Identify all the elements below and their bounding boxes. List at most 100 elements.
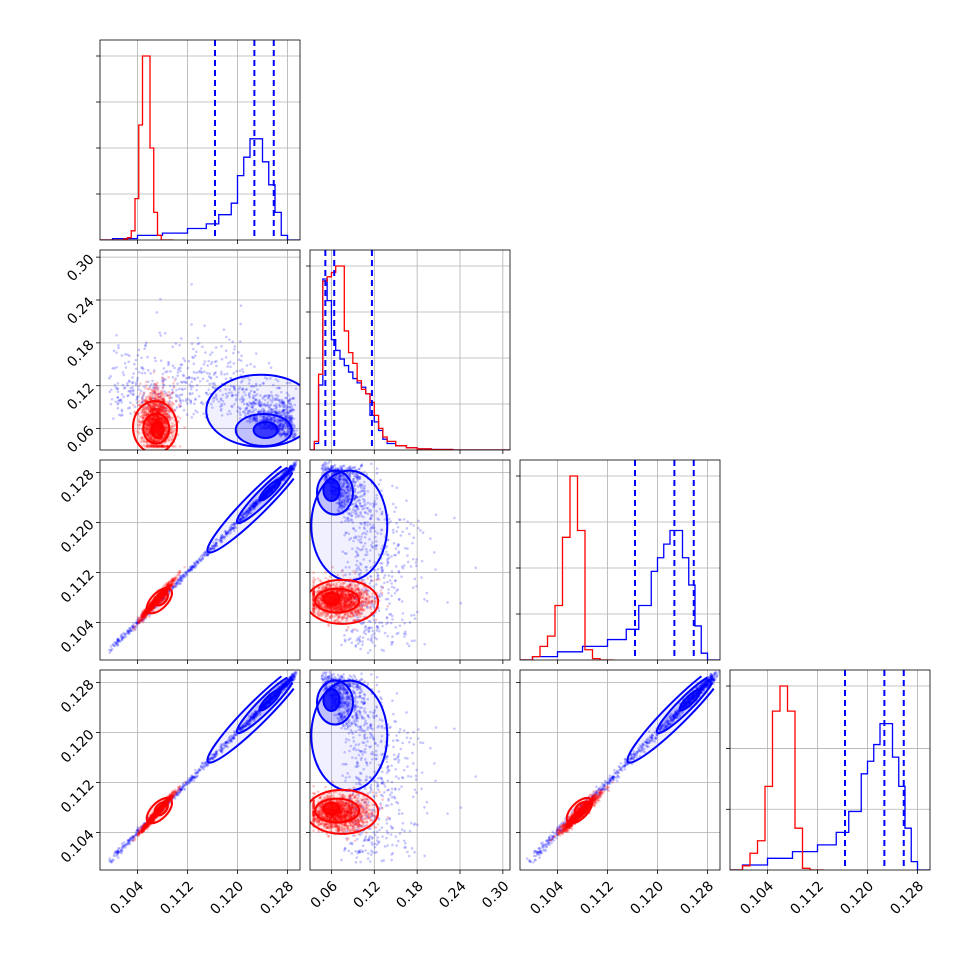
- scatter-point: [161, 406, 164, 410]
- scatter-point: [150, 398, 154, 401]
- scatter-point: [138, 420, 142, 424]
- scatter-point: [292, 423, 296, 427]
- scatter-point: [283, 432, 286, 436]
- scatter-point: [290, 468, 294, 471]
- scatter-point: [293, 462, 297, 466]
- scatter-point: [159, 405, 162, 409]
- scatter-point: [150, 445, 153, 448]
- scatter-point: [288, 466, 292, 470]
- scatter-point: [212, 397, 215, 400]
- scatter-point: [209, 362, 213, 366]
- scatter-point: [253, 504, 257, 508]
- scatter-point: [285, 472, 289, 476]
- scatter-point: [275, 419, 278, 422]
- scatter-point: [190, 376, 194, 380]
- scatter-point: [288, 416, 292, 420]
- scatter-point: [160, 416, 163, 419]
- scatter-point: [135, 398, 138, 401]
- scatter-point: [159, 394, 163, 398]
- scatter-point: [279, 399, 282, 402]
- scatter-point: [147, 421, 151, 425]
- scatter-point: [282, 474, 286, 478]
- scatter-point: [257, 501, 261, 505]
- scatter-point: [145, 431, 149, 434]
- scatter-point: [148, 397, 152, 401]
- scatter-point: [253, 402, 256, 406]
- scatter-point: [280, 398, 284, 402]
- scatter-point: [251, 504, 254, 508]
- scatter-point: [288, 470, 292, 474]
- scatter-point: [129, 389, 133, 393]
- scatter-point: [157, 386, 160, 389]
- scatter-point: [150, 407, 154, 410]
- scatter-point: [288, 415, 291, 418]
- scatter-point: [163, 413, 167, 416]
- scatter-point: [188, 392, 192, 395]
- scatter-point: [214, 541, 218, 545]
- scatter-point: [262, 414, 265, 418]
- scatter-point: [151, 379, 154, 383]
- scatter-point: [167, 439, 171, 442]
- scatter-point: [252, 385, 256, 388]
- scatter-point: [210, 360, 214, 364]
- scatter-point: [142, 416, 146, 420]
- scatter-point: [141, 394, 145, 397]
- scatter-point: [285, 391, 289, 395]
- scatter-point: [231, 527, 235, 531]
- scatter-point: [281, 400, 285, 404]
- scatter-point: [149, 404, 153, 408]
- scatter-point: [150, 407, 154, 411]
- scatter-point: [244, 408, 247, 412]
- scatter-point: [155, 311, 159, 314]
- scatter-point: [146, 424, 150, 428]
- scatter-point: [151, 414, 155, 418]
- scatter-point: [158, 438, 161, 442]
- scatter-point: [278, 412, 281, 416]
- scatter-point: [287, 402, 290, 405]
- scatter-point: [198, 379, 202, 383]
- scatter-point: [174, 393, 178, 397]
- scatter-point: [154, 418, 157, 422]
- scatter-point: [123, 632, 127, 636]
- scatter-point: [178, 396, 181, 400]
- scatter-point: [225, 532, 228, 536]
- scatter-point: [154, 414, 158, 417]
- scatter-point: [229, 376, 232, 380]
- scatter-point: [165, 370, 169, 373]
- scatter-point: [269, 418, 273, 422]
- scatter-point: [164, 391, 168, 394]
- scatter-point: [148, 431, 151, 435]
- scatter-point: [258, 409, 261, 413]
- scatter-point: [289, 467, 293, 470]
- scatter-point: [146, 408, 150, 411]
- scatter-point: [240, 397, 244, 400]
- scatter-point: [146, 422, 149, 426]
- scatter-point: [150, 390, 154, 394]
- scatter-point: [287, 471, 290, 474]
- scatter-point: [110, 388, 113, 392]
- scatter-point: [168, 415, 171, 418]
- scatter-point: [224, 392, 228, 396]
- scatter-point: [146, 427, 150, 430]
- scatter-point: [157, 409, 160, 413]
- scatter-point: [161, 397, 164, 400]
- scatter-point: [195, 564, 198, 567]
- scatter-point: [252, 400, 256, 403]
- scatter-point: [197, 561, 201, 564]
- scatter-point: [246, 510, 250, 514]
- scatter-point: [156, 417, 160, 420]
- scatter-point: [175, 582, 178, 586]
- scatter-point: [153, 407, 156, 411]
- scatter-point: [163, 406, 166, 410]
- scatter-point: [187, 375, 191, 379]
- scatter-point: [171, 445, 174, 448]
- scatter-point: [276, 418, 279, 421]
- scatter-point: [245, 387, 249, 391]
- scatter-point: [193, 354, 197, 358]
- scatter-point: [240, 513, 244, 517]
- scatter-point: [289, 397, 292, 401]
- scatter-point: [175, 395, 178, 398]
- scatter-point: [238, 417, 242, 420]
- scatter-point: [274, 393, 278, 397]
- scatter-point: [192, 356, 195, 360]
